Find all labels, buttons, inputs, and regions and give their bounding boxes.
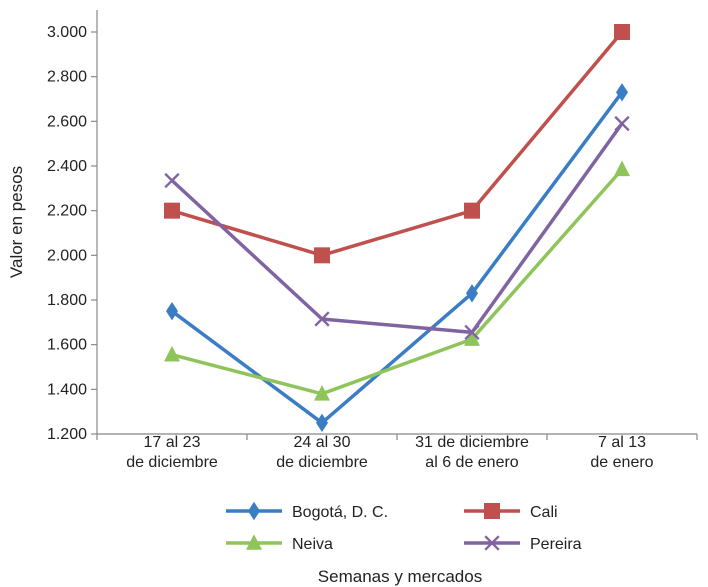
series-line: [170, 122, 624, 335]
legend-label: Cali: [530, 504, 558, 521]
series-square: [164, 24, 630, 264]
x-axis-title: Semanas y mercados: [318, 567, 482, 586]
y-tick-label: 1.600: [47, 337, 87, 354]
data-point: [464, 202, 480, 219]
legend-label: Bogotá, D. C.: [292, 504, 388, 521]
legend-marker: [484, 535, 500, 551]
data-point: [464, 330, 480, 346]
x-tick-label: 17 al 23 de diciembre: [126, 434, 218, 471]
data-point: [164, 345, 180, 362]
data-point: [314, 311, 330, 327]
y-tick-label: 2.800: [47, 69, 87, 86]
series-triangle: [164, 160, 630, 401]
data-point: [614, 115, 630, 132]
legend-item: Cali: [464, 503, 558, 521]
data-point: [316, 413, 328, 433]
data-point: [614, 24, 630, 40]
y-tick-label: 2.600: [47, 113, 87, 130]
y-axis-title: Valor en pesos: [7, 166, 26, 278]
y-tick-label: 2.400: [47, 158, 87, 175]
data-point: [166, 301, 178, 321]
series-line: [171, 30, 624, 258]
legend-marker: [248, 501, 260, 521]
axes: 1.200 1.400 1.600 1.800 2.000 2.200 2.400 2.600…: [47, 10, 698, 471]
data-point: [464, 324, 480, 341]
x-tick-label: 7 al 13 de enero: [590, 434, 653, 471]
legend-item: Neiva: [226, 534, 333, 553]
series-diamond: [166, 83, 628, 433]
data-point: [164, 172, 180, 189]
data-point: [314, 247, 330, 264]
data-point: [616, 83, 628, 102]
series-line: [170, 91, 624, 425]
legend-label: Neiva: [292, 536, 333, 553]
legend: Bogotá, D. C. Cali Neiva Pereira: [226, 501, 582, 553]
y-tick-label: 1.200: [47, 426, 87, 443]
y-tick-label: 2.000: [47, 247, 87, 264]
y-tick-label: 1.800: [47, 292, 87, 309]
data-point: [164, 202, 180, 219]
data-point: [614, 160, 630, 177]
y-tick-label: 1.400: [47, 381, 87, 398]
legend-label: Pereira: [530, 536, 582, 553]
series-layer: [164, 24, 630, 433]
legend-item: Bogotá, D. C.: [226, 501, 388, 521]
data-point: [314, 385, 330, 401]
legend-item: Pereira: [464, 535, 582, 553]
series-x: [164, 115, 630, 341]
x-tick-label: 31 de diciembre al 6 de enero: [415, 434, 529, 471]
y-tick-label: 3.000: [47, 24, 87, 41]
series-line: [171, 168, 624, 396]
legend-marker: [484, 503, 500, 519]
legend-marker: [246, 534, 262, 550]
x-tick-label: 24 al 30 de diciembre: [276, 434, 368, 471]
y-tick-label: 2.200: [47, 203, 87, 220]
data-point: [466, 284, 478, 303]
